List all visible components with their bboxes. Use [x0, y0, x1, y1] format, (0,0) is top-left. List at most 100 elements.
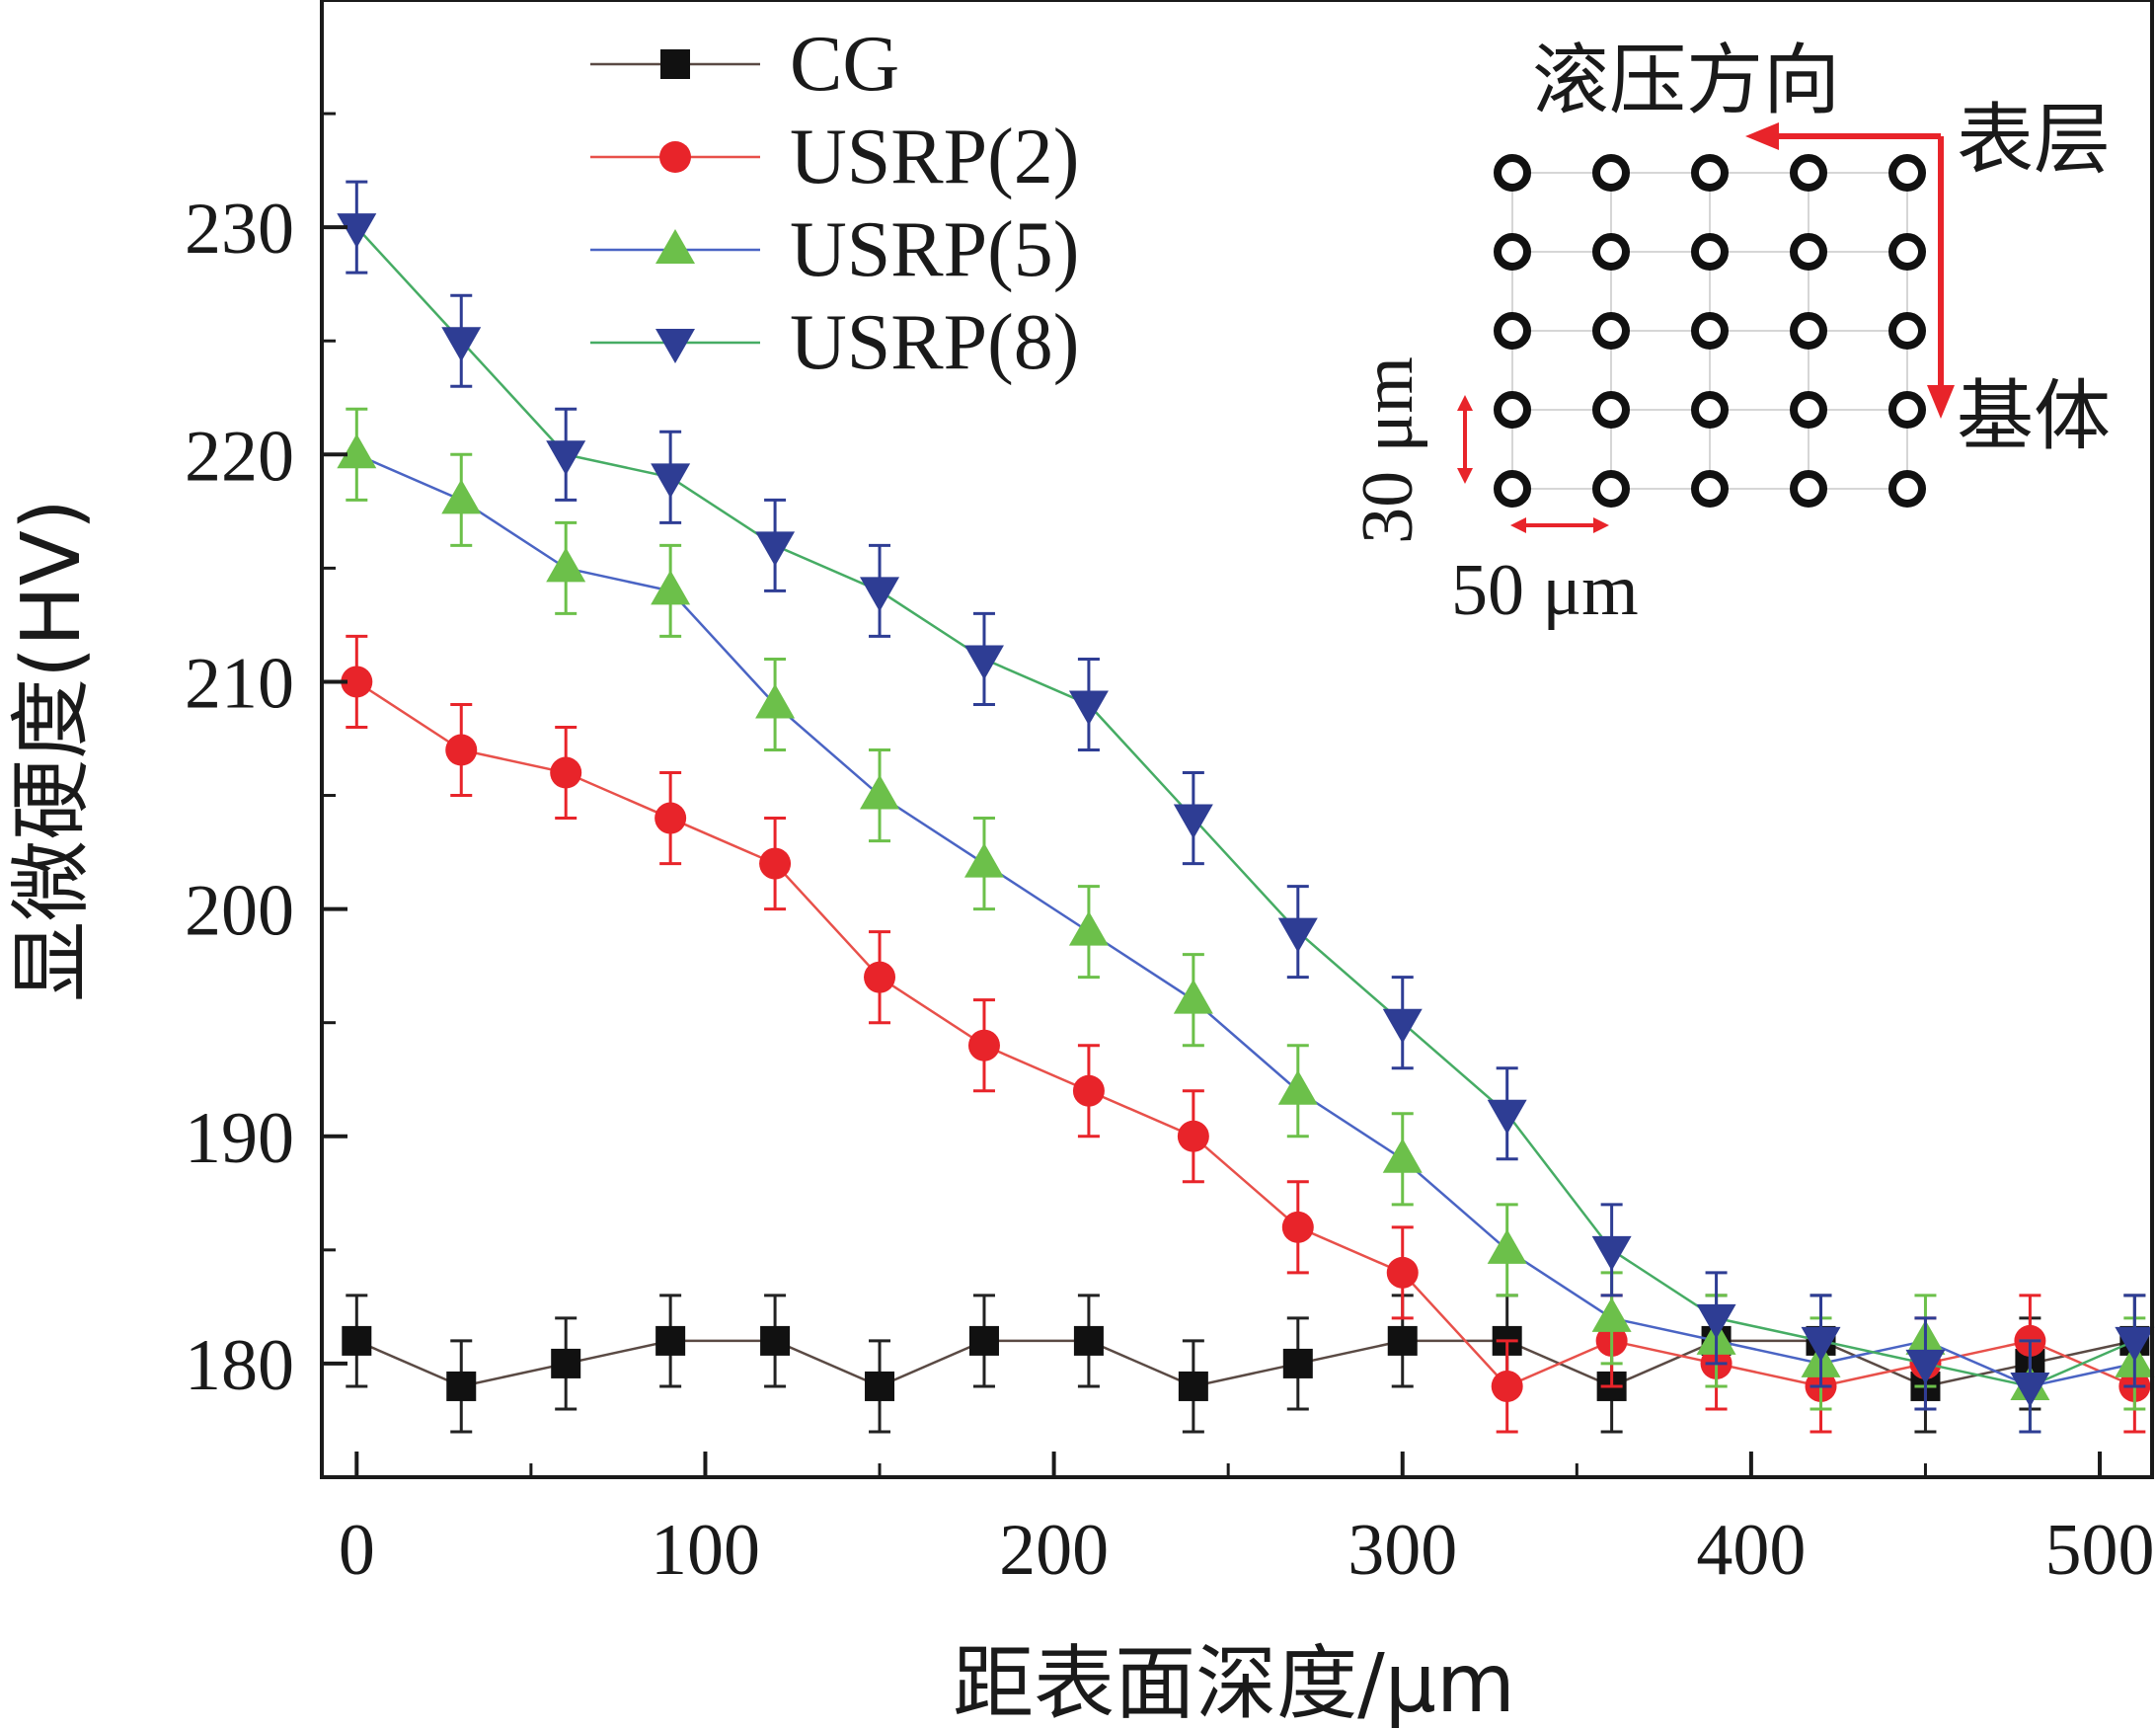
data-point: [1491, 1370, 1523, 1402]
y-tick-label: 200: [185, 871, 294, 952]
axes-layer: 0 100 200 300 400 500 180 190 200 210 220 230: [185, 112, 2155, 1591]
indent-point: [1592, 154, 1630, 192]
data-point: [963, 645, 1004, 680]
legend-label: USRP(8): [790, 299, 1079, 386]
data-point: [1068, 910, 1109, 946]
series-usrp2: [341, 634, 2151, 1434]
indent-point: [1691, 312, 1729, 350]
legend-marker: [660, 49, 690, 79]
data-point: [1801, 1326, 1841, 1362]
data-point: [655, 1325, 686, 1356]
indent-point: [1592, 233, 1630, 271]
indent-point: [1888, 154, 1926, 192]
depth-arrow-head: [1927, 385, 1955, 419]
data-point: [1072, 1074, 1105, 1107]
x-tick-label: 500: [2045, 1510, 2155, 1591]
x-tick-label: 400: [1696, 1510, 1806, 1591]
indent-point: [1494, 470, 1531, 508]
y-tick-label: 180: [185, 1325, 294, 1406]
data-point: [651, 463, 691, 499]
indent-point: [1888, 391, 1926, 429]
indent-point: [1691, 154, 1729, 192]
data-point: [441, 479, 482, 514]
x-tick-label: 0: [339, 1510, 375, 1591]
data-point: [654, 802, 687, 834]
data-point: [1386, 1256, 1419, 1289]
data-point: [445, 734, 478, 766]
inset-title: 滚压方向: [1532, 37, 1840, 125]
y-tick-label: 190: [185, 1098, 294, 1179]
data-point: [760, 1325, 791, 1356]
legend-item: USRP(2): [590, 114, 1079, 200]
indent-point: [1888, 233, 1926, 271]
spacing-arrow-head: [1510, 517, 1526, 533]
data-point: [441, 327, 482, 362]
data-point: [755, 683, 796, 719]
legend-marker: [659, 141, 691, 173]
data-point: [446, 1371, 477, 1401]
data-point: [1173, 804, 1213, 839]
legend-marker: [655, 229, 695, 264]
data-point: [759, 847, 792, 880]
data-point: [865, 1371, 895, 1401]
indent-point: [1494, 154, 1531, 192]
data-point: [551, 1348, 581, 1378]
data-point: [546, 547, 586, 583]
data-point: [1696, 1303, 1736, 1339]
plot-frame: [320, 0, 2154, 1479]
legend-label: CG: [790, 21, 899, 108]
legend-marker: [655, 329, 695, 363]
indent-point: [1494, 312, 1531, 350]
data-point: [1387, 1325, 1418, 1356]
series-line: [355, 226, 2135, 1388]
indent-point: [1790, 470, 1827, 508]
series-layer: [337, 180, 2155, 1434]
data-point: [1073, 1325, 1104, 1356]
data-point: [337, 213, 377, 249]
rolling-arrow-head: [1745, 122, 1779, 150]
series-usrp8: [337, 180, 2155, 1434]
indent-point: [1790, 391, 1827, 429]
data-point: [1281, 1211, 1314, 1243]
y-tick-label: 230: [185, 189, 294, 270]
data-point: [1591, 1235, 1632, 1271]
data-point: [968, 1325, 999, 1356]
indent-point: [1592, 470, 1630, 508]
data-point: [860, 577, 900, 612]
data-point: [1068, 690, 1109, 726]
data-point: [1382, 1138, 1423, 1173]
y-axis-label: 显微硬度(HV): [5, 499, 99, 1002]
indent-point: [1888, 312, 1926, 350]
data-point: [546, 440, 586, 476]
indent-point: [1790, 233, 1827, 271]
x-axis-label: 距表面深度/μm: [953, 1637, 1515, 1729]
spacing-arrow-head: [1593, 517, 1609, 533]
data-point: [864, 961, 896, 993]
x-tick-label: 200: [999, 1510, 1109, 1591]
data-point: [1277, 917, 1318, 953]
vertical-spacing-label: 30 μm: [1348, 356, 1428, 544]
legend-label: USRP(5): [790, 206, 1079, 293]
data-point: [1382, 1008, 1423, 1044]
data-point: [1591, 1297, 1632, 1332]
data-point: [1173, 979, 1213, 1014]
data-point: [1905, 1349, 1946, 1384]
indent-point: [1691, 470, 1729, 508]
series-line: [355, 1339, 2135, 1388]
legend-item: USRP(5): [590, 206, 1079, 293]
spacing-arrow-head: [1457, 395, 1473, 411]
data-point: [2010, 1372, 2050, 1407]
series-usrp5: [337, 407, 2155, 1434]
series-line: [355, 680, 2135, 1388]
y-tick-label: 210: [185, 643, 294, 724]
spacing-arrow-head: [1457, 468, 1473, 484]
series-line: [355, 453, 2135, 1388]
horizontal-spacing-label: 50 μm: [1451, 550, 1639, 631]
data-point: [860, 774, 900, 810]
indent-point: [1691, 391, 1729, 429]
data-point: [341, 666, 373, 698]
indent-point: [1888, 470, 1926, 508]
